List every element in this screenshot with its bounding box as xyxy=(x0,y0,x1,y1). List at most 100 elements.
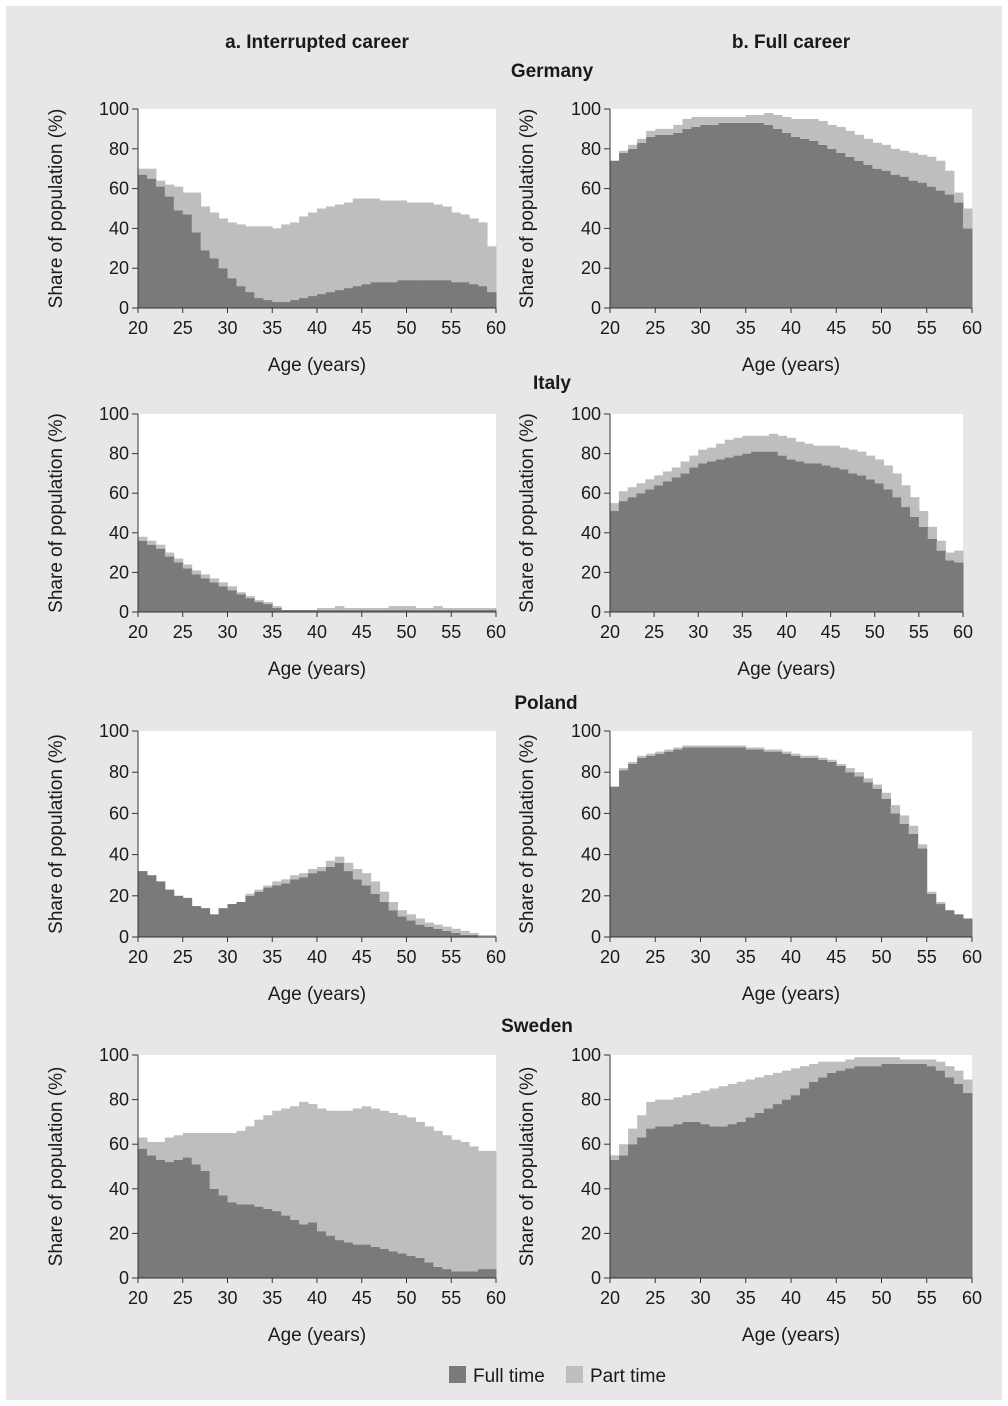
bar-full-time xyxy=(637,1137,647,1278)
bar-full-time xyxy=(164,196,175,308)
bar-part-time xyxy=(718,1086,729,1127)
bar-full-time xyxy=(451,610,461,612)
bar-part-time xyxy=(200,574,211,579)
y-tick-label: 40 xyxy=(581,845,601,865)
bar-part-time xyxy=(272,1110,282,1212)
x-tick-label: 30 xyxy=(690,1288,710,1308)
bar-part-time xyxy=(953,192,964,203)
bar-full-time xyxy=(263,300,273,308)
x-tick-label: 60 xyxy=(962,318,982,338)
x-tick-label: 50 xyxy=(871,318,891,338)
bar-part-time xyxy=(218,582,228,587)
bar-part-time xyxy=(487,934,497,937)
bar-part-time xyxy=(673,124,683,133)
bar-full-time xyxy=(962,918,973,937)
bar-full-time xyxy=(786,459,796,612)
bar-full-time xyxy=(804,463,814,612)
bar-part-time xyxy=(751,435,761,452)
bar-part-time xyxy=(218,218,228,269)
bar-full-time xyxy=(962,1092,973,1278)
bar-full-time xyxy=(227,1202,237,1278)
bar-full-time xyxy=(227,590,237,612)
x-tick-label: 40 xyxy=(781,1288,801,1308)
y-tick-label: 60 xyxy=(109,1134,129,1154)
bar-full-time xyxy=(945,560,955,612)
bar-full-time xyxy=(736,747,747,937)
bar-full-time xyxy=(727,747,738,937)
bar-full-time xyxy=(781,1099,792,1278)
bar-part-time xyxy=(901,485,911,508)
bar-part-time xyxy=(263,885,273,888)
x-tick-label: 20 xyxy=(600,318,620,338)
y-tick-label: 40 xyxy=(581,523,601,543)
bar-full-time xyxy=(881,1063,892,1278)
bar-full-time xyxy=(745,1117,756,1278)
bar-part-time xyxy=(424,1126,434,1263)
y-tick-label: 60 xyxy=(109,179,129,199)
column-title-interrupted: a. Interrupted career xyxy=(225,32,409,53)
bar-full-time xyxy=(772,128,783,308)
bar-part-time xyxy=(863,138,873,165)
bar-part-time xyxy=(352,608,363,611)
bar-part-time xyxy=(469,1146,479,1272)
bar-part-time xyxy=(415,202,425,281)
bar-part-time xyxy=(460,608,470,611)
bar-full-time xyxy=(863,1066,873,1278)
bar-full-time xyxy=(200,1170,211,1278)
bar-part-time xyxy=(827,759,837,762)
bar-part-time xyxy=(487,608,497,611)
bar-full-time xyxy=(691,1121,701,1278)
bar-part-time xyxy=(290,222,300,301)
bar-full-time xyxy=(627,497,637,612)
bar-full-time xyxy=(863,782,873,937)
bar-part-time xyxy=(848,449,858,474)
bar-full-time xyxy=(874,483,885,612)
x-tick-label: 20 xyxy=(128,947,148,967)
bar-part-time xyxy=(800,1066,810,1089)
bar-full-time xyxy=(200,250,211,308)
bar-full-time xyxy=(182,897,193,937)
bar-full-time xyxy=(917,1063,928,1278)
x-tick-label: 25 xyxy=(173,318,193,338)
bar-full-time xyxy=(317,294,327,308)
bar-full-time xyxy=(927,538,938,612)
bar-part-time xyxy=(299,216,309,299)
bar-full-time xyxy=(388,910,399,937)
bar-full-time xyxy=(361,885,372,937)
bar-full-time xyxy=(908,1063,919,1278)
bar-full-time xyxy=(460,934,470,937)
bar-part-time xyxy=(935,901,946,905)
y-tick-label: 60 xyxy=(581,483,601,503)
bar-part-time xyxy=(352,198,363,287)
y-tick-label: 100 xyxy=(99,1045,129,1065)
bar-part-time xyxy=(680,461,690,474)
bar-part-time xyxy=(781,1070,792,1100)
bar-part-time xyxy=(361,608,372,611)
bar-full-time xyxy=(397,280,407,308)
bar-full-time xyxy=(628,148,638,308)
bar-part-time xyxy=(830,445,840,468)
bar-full-time xyxy=(173,1159,184,1278)
bar-part-time xyxy=(727,745,738,748)
bar-full-time xyxy=(619,1155,629,1278)
bar-full-time xyxy=(433,1266,443,1278)
x-tick-label: 45 xyxy=(826,947,846,967)
bar-full-time xyxy=(361,610,372,612)
bar-full-time xyxy=(218,1195,228,1278)
bar-full-time xyxy=(724,457,735,612)
bar-full-time xyxy=(218,908,228,937)
bar-full-time xyxy=(155,548,166,612)
legend-label-full-time: Full time xyxy=(473,1366,545,1387)
y-tick-label: 80 xyxy=(109,1090,129,1110)
bar-full-time xyxy=(370,1246,381,1278)
bar-part-time xyxy=(954,550,964,563)
x-tick-label: 60 xyxy=(953,622,973,642)
bar-part-time xyxy=(754,747,765,750)
bar-full-time xyxy=(138,540,148,612)
bar-full-time xyxy=(953,914,964,937)
bar-full-time xyxy=(334,862,345,937)
bar-full-time xyxy=(954,562,964,612)
bar-full-time xyxy=(953,1083,964,1278)
